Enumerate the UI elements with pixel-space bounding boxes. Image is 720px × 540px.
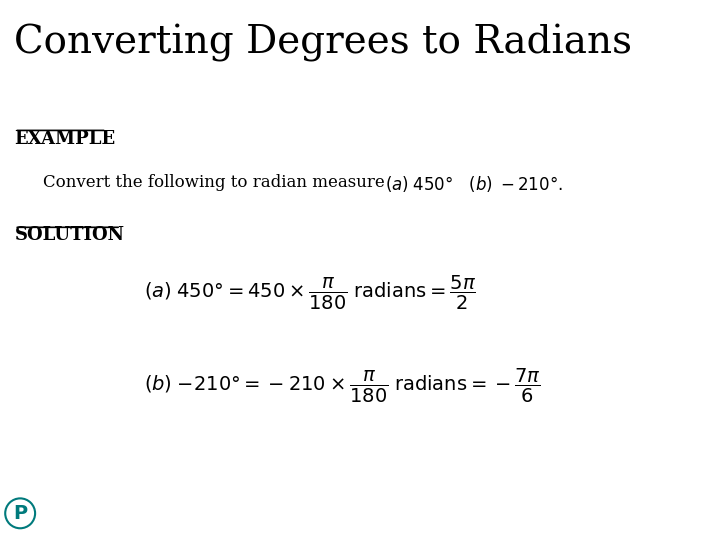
Text: $(b)\;{-210°} = -210\times\dfrac{\pi}{180}\;\mathrm{radians} = -\dfrac{7\pi}{6}$: $(b)\;{-210°} = -210\times\dfrac{\pi}{18… xyxy=(144,367,541,405)
Text: SOLUTION: SOLUTION xyxy=(14,226,125,244)
Text: Goldstein/Schneider/Lay/Asmar, Calculus and Its Applications, 14e: Goldstein/Schneider/Lay/Asmar, Calculus … xyxy=(175,502,545,512)
Text: $(a)\;450° = 450\times\dfrac{\pi}{180}\;\mathrm{radians} = \dfrac{5\pi}{2}$: $(a)\;450° = 450\times\dfrac{\pi}{180}\;… xyxy=(144,274,476,313)
Text: P: P xyxy=(13,504,27,523)
Text: Pearson: Pearson xyxy=(65,505,132,522)
Text: $(a)\;450°\quad (b)\;-210°.$: $(a)\;450°\quad (b)\;-210°.$ xyxy=(385,174,563,194)
Text: Copyright © 2018, 2014, 2010 Pearson Education Inc.: Copyright © 2018, 2014, 2010 Pearson Edu… xyxy=(228,519,492,530)
Text: Convert the following to radian measure: Convert the following to radian measure xyxy=(43,174,385,191)
Text: Slide 8: Slide 8 xyxy=(626,506,684,523)
Text: EXAMPLE: EXAMPLE xyxy=(14,130,115,147)
Text: Converting Degrees to Radians: Converting Degrees to Radians xyxy=(14,24,632,62)
